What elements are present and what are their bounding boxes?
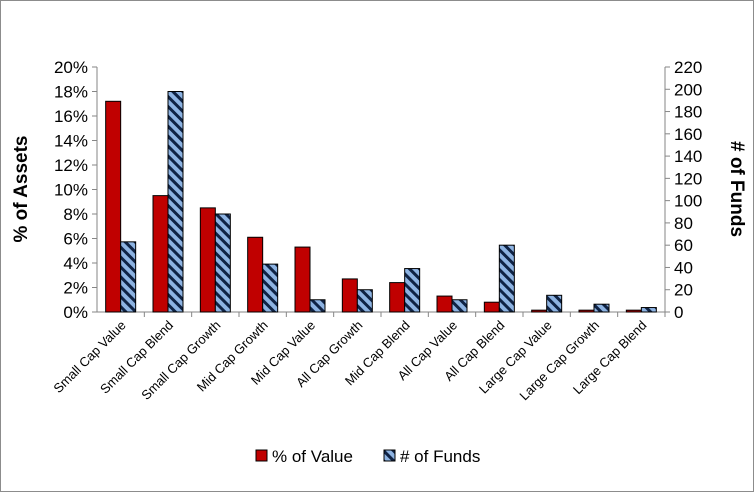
bar-pct-value: [105, 100, 122, 313]
legend-label-funds: # of Funds: [400, 447, 480, 466]
category-label: Small Cap Growth: [138, 318, 223, 403]
y-tick-label: 8%: [63, 205, 88, 224]
bar-num-funds: [262, 263, 279, 313]
y-tick-label: 0%: [63, 303, 88, 322]
y2-tick-label: 220: [674, 58, 702, 77]
y2-tick-label: 20: [674, 281, 693, 300]
legend-label-value: % of Value: [272, 447, 353, 466]
bar-pct-value: [247, 236, 264, 313]
bar-num-funds: [593, 303, 610, 313]
axes: [92, 66, 670, 317]
category-label: Large Cap Growth: [516, 318, 602, 404]
bar-num-funds: [120, 241, 137, 313]
y-tick-label: 4%: [63, 254, 88, 273]
y2-tick-label: 80: [674, 214, 693, 233]
bar-pct-value: [152, 195, 169, 313]
bar-pct-value: [341, 278, 358, 313]
legend-swatch-value: [255, 449, 268, 462]
y2-axis-title: # of Funds: [726, 141, 747, 237]
y2-tick-label: 60: [674, 236, 693, 255]
bar-num-funds: [309, 299, 326, 313]
legend-swatch-funds: [383, 449, 396, 462]
bars: [105, 91, 657, 313]
y2-tick-label: 100: [674, 192, 702, 211]
y-tick-label: 14%: [54, 132, 88, 151]
y-tick-label: 20%: [54, 58, 88, 77]
y2-tick-label: 200: [674, 80, 702, 99]
bar-num-funds: [214, 213, 231, 313]
bar-num-funds: [167, 91, 184, 313]
legend: % of Value # of Funds: [255, 447, 480, 466]
bar-num-funds: [546, 294, 563, 313]
y-tick-label: 12%: [54, 156, 88, 175]
bar-num-funds: [498, 244, 515, 313]
bar-pct-value: [389, 282, 406, 313]
bar-pct-value: [483, 301, 500, 313]
bar-num-funds: [451, 299, 468, 313]
y2-tick-label: 0: [674, 303, 683, 322]
y2-tick-label: 140: [674, 147, 702, 166]
bar-num-funds: [640, 307, 657, 313]
y2-tick-label: 40: [674, 258, 693, 277]
y-tick-label: 16%: [54, 107, 88, 126]
y2-tick-label: 160: [674, 125, 702, 144]
y-tick-label: 10%: [54, 181, 88, 200]
bar-pct-value: [199, 207, 216, 313]
bar-pct-value: [578, 309, 595, 313]
y-tick-label: 6%: [63, 230, 88, 249]
tick-labels: 0% 2% 4% 6% 8% 10% 12% 14% 16% 18% 20% 0 20 40 60 80 100…: [54, 58, 702, 322]
y-tick-label: 2%: [63, 279, 88, 298]
y2-tick-label: 120: [674, 169, 702, 188]
bar-pct-value: [436, 295, 453, 313]
y-tick-label: 18%: [54, 83, 88, 102]
bar-pct-value: [625, 309, 642, 313]
y-axis-title: % of Assets: [11, 136, 32, 243]
bar-num-funds: [356, 289, 373, 313]
bar-pct-value: [294, 246, 311, 313]
bar-num-funds: [404, 268, 421, 313]
bar-pct-value: [531, 309, 548, 313]
y2-tick-label: 180: [674, 103, 702, 122]
